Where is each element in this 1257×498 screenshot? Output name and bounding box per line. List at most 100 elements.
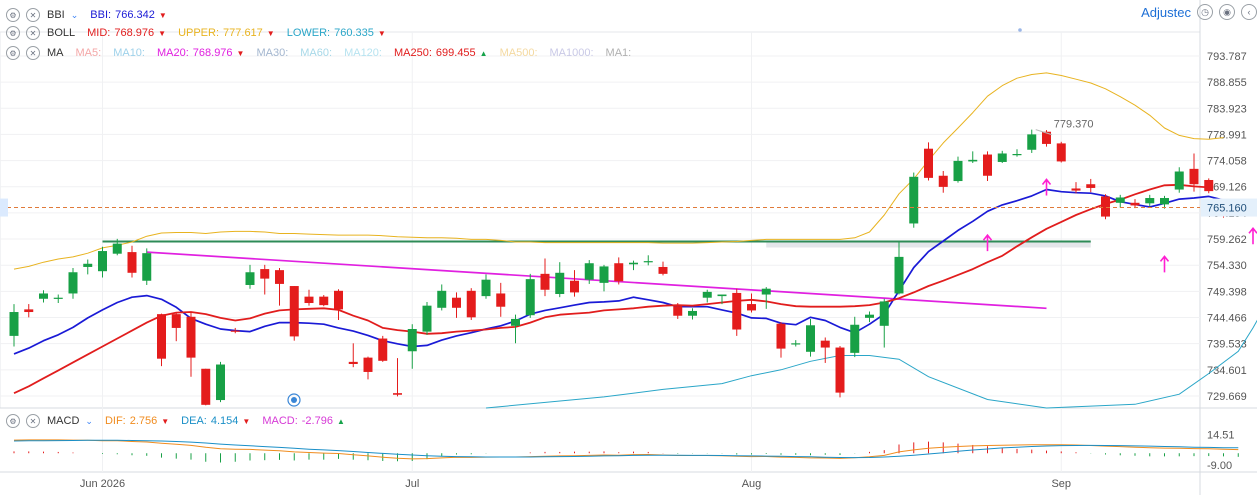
price-tick-label: 793.787 (1207, 51, 1247, 63)
close-icon[interactable]: ✕ (26, 26, 40, 40)
candle-body (378, 338, 388, 361)
time-axis-label: Jul (405, 478, 419, 490)
settings-icon[interactable]: ⚙ (6, 414, 20, 428)
chevron-down-icon[interactable]: ⌄ (70, 9, 79, 20)
boll-item: UPPER: 777.617 ▼ (178, 27, 275, 39)
macd-indicator-row: ⚙ ✕ MACD ⌄ DIF: 2.756 ▼ DEA: 4.154 ▼ MACD: -2.796 ▲ (0, 412, 345, 430)
boll-item: MID: 768.976 ▼ (87, 27, 166, 39)
candle-body (157, 314, 166, 359)
price-panel (0, 31, 1201, 409)
settings-icon[interactable]: ⚙ (6, 46, 20, 60)
close-icon[interactable]: ✕ (26, 8, 40, 22)
candle-body (452, 297, 461, 308)
candle-body (732, 292, 742, 330)
close-icon[interactable]: ✕ (26, 46, 40, 60)
settings-icon[interactable]: ⚙ (6, 26, 20, 40)
close-icon[interactable]: ✕ (26, 414, 40, 428)
candle-body (39, 293, 48, 299)
ma-item-label: MA10: (113, 47, 145, 59)
ma-name: MA (47, 47, 64, 59)
macd-item-value: -2.796 (301, 415, 333, 427)
event-marker-dot (291, 397, 297, 403)
candle-body (201, 368, 211, 405)
ma-item-label: MA1: (605, 47, 632, 59)
camera-icon[interactable]: ◉ (1219, 4, 1235, 20)
candle-body (511, 318, 520, 326)
ma-item: MA120: (344, 47, 382, 59)
candle-body (68, 272, 78, 294)
ma-item: MA10: (113, 47, 145, 59)
candle-body (835, 347, 845, 393)
candle-body (953, 160, 963, 182)
candle-body (894, 256, 904, 294)
candle-body (1160, 198, 1169, 205)
candle-body (599, 266, 609, 283)
candle-body (171, 314, 181, 328)
ma-item: MA30: (256, 47, 288, 59)
candle-body (422, 305, 432, 332)
candle-body (968, 159, 978, 162)
candle-body (879, 301, 889, 326)
candle-body (319, 296, 329, 306)
price-tick-label: 769.126 (1207, 182, 1247, 194)
time-axis-label: Sep (1051, 478, 1071, 490)
price-tick-label: 783.923 (1207, 103, 1247, 115)
boll-item: LOWER: 760.335 ▼ (287, 27, 386, 39)
candle-body (629, 262, 638, 265)
price-tick-label: 744.466 (1207, 313, 1247, 325)
bbi-item: BBI: 766.342 ▼ (90, 9, 166, 21)
candle-body (717, 294, 727, 297)
candle-body (702, 291, 712, 298)
candle-body (186, 316, 196, 358)
boll-item-label: MID: (87, 27, 111, 39)
ma-item-label: MA250: (393, 47, 432, 59)
candle-body (1042, 131, 1051, 144)
candle-body (540, 273, 550, 290)
price-tick-label: 729.669 (1207, 391, 1247, 403)
candle-body (1115, 197, 1125, 203)
time-axis-label: Jun 2026 (80, 478, 125, 490)
candle-body (791, 343, 801, 345)
clock-icon[interactable]: ◷ (1197, 4, 1213, 20)
signal-arrow-up-icon (982, 233, 993, 252)
adjusted-dropdown[interactable]: Adjustec (1141, 4, 1191, 20)
price-tick-label: 754.330 (1207, 260, 1247, 272)
boll-item-value: 777.617 (223, 27, 263, 39)
candle-body (761, 288, 771, 295)
boll-indicator-row: ⚙ ✕ BOLL MID: 768.976 ▼ UPPER: 777.617 ▼ LOWER: 76… (0, 24, 386, 42)
candle-body (555, 272, 565, 294)
boll-name: BOLL (47, 27, 76, 39)
price-tick-label: 739.533 (1207, 339, 1247, 351)
candle-body (216, 364, 225, 401)
chevron-left-icon[interactable]: ‹ (1241, 4, 1257, 20)
current-price-tag (1201, 198, 1257, 217)
candle-body (983, 154, 992, 176)
left-price-marker (0, 198, 8, 217)
signal-arrow-up-icon (1248, 226, 1257, 245)
signal-arrow-up-icon (1159, 255, 1170, 273)
settings-icon[interactable]: ⚙ (6, 8, 20, 22)
price-tick-label: 759.262 (1207, 234, 1247, 246)
support-zone (766, 241, 1091, 248)
chart-toolbar: Adjustec ◷ ◉ ‹ (1141, 4, 1257, 20)
candle-body (112, 243, 122, 254)
time-axis-label: Aug (742, 478, 762, 490)
candle-body (481, 279, 491, 297)
chevron-down-icon[interactable]: ⌄ (85, 415, 93, 426)
candle-body (1189, 168, 1199, 185)
candle-body (53, 297, 63, 299)
ma-indicator-row: ⚙ ✕ MA MA5: MA10: MA20: 768.976 ▼ MA30: MA60: MA12… (0, 44, 631, 62)
ma-item-label: MA500: (499, 47, 538, 59)
boll-upper-line (13, 72, 1224, 270)
candle-body (437, 290, 447, 308)
candle-body (127, 252, 137, 273)
macd-item: DIF: 2.756 ▼ (105, 415, 169, 427)
candle-body (643, 261, 653, 263)
candle-body (924, 148, 933, 178)
ma-item: MA5: (76, 47, 102, 59)
triangle-up-icon: ▲ (336, 417, 345, 426)
macd-name: MACD (47, 415, 80, 427)
macd-item-label: DEA: (181, 415, 207, 427)
candle-body (496, 293, 506, 307)
